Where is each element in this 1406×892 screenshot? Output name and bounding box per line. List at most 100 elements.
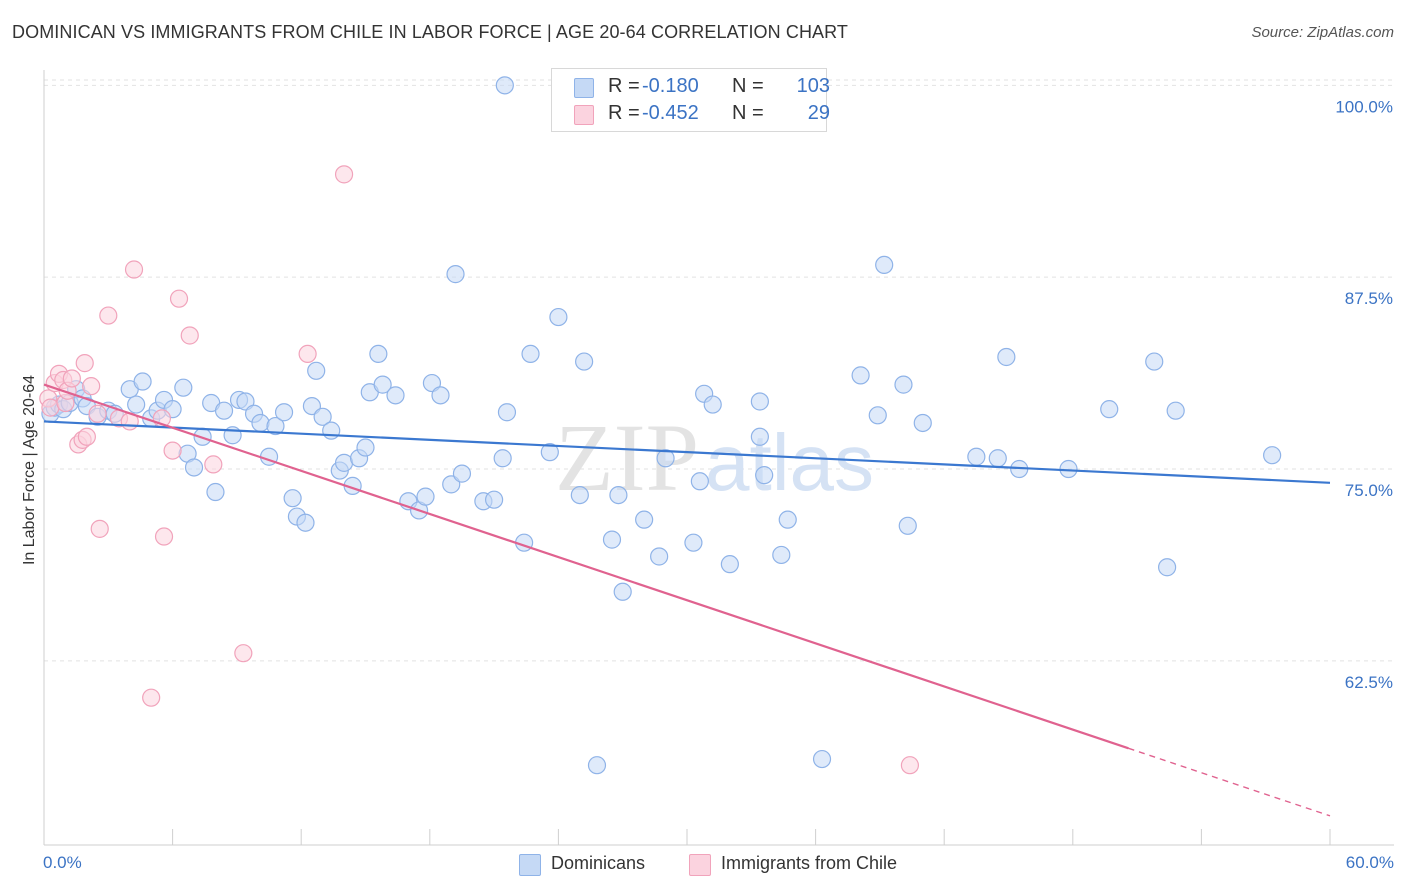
data-point [684, 533, 703, 552]
data-point [1263, 446, 1282, 465]
data-point [967, 447, 986, 466]
data-point [570, 485, 589, 505]
data-point [755, 466, 774, 485]
data-point [75, 354, 94, 373]
y-tick-label: 62.5% [1345, 673, 1393, 692]
data-point [493, 449, 512, 468]
data-point [495, 76, 514, 95]
data-point [77, 427, 96, 446]
x-tick-min: 0.0% [43, 853, 82, 872]
trend-line-chile [43, 383, 1129, 750]
data-point [274, 403, 294, 422]
legend-swatch-chile [574, 105, 594, 125]
r-value: -0.452 [642, 102, 699, 124]
data-point [90, 519, 109, 538]
data-point [251, 413, 270, 433]
data-point [334, 165, 354, 184]
data-point [416, 487, 435, 506]
data-point [99, 306, 118, 325]
chart-title: DOMINICAN VS IMMIGRANTS FROM CHILE IN LA… [12, 22, 849, 42]
data-point [549, 307, 568, 327]
data-point [875, 255, 894, 275]
data-point [184, 458, 204, 477]
data-point [446, 265, 465, 284]
data-point [154, 527, 174, 546]
data-point [898, 516, 917, 535]
data-point [750, 427, 769, 446]
data-point [142, 688, 161, 707]
data-point [635, 510, 654, 529]
data-point [442, 475, 461, 494]
r-label: R = [608, 102, 640, 124]
data-point [452, 464, 472, 483]
data-point [778, 510, 797, 529]
data-point [82, 377, 101, 396]
n-label: N = [732, 75, 764, 97]
data-point [812, 749, 832, 769]
data-point [296, 513, 315, 532]
n-value: 29 [807, 102, 830, 124]
data-point [266, 416, 285, 436]
data-point [521, 344, 540, 364]
data-point [575, 352, 594, 371]
data-point [988, 449, 1007, 468]
data-point [868, 406, 887, 425]
data-point [894, 375, 913, 394]
data-point [206, 482, 225, 502]
data-point [88, 404, 107, 423]
data-point [234, 644, 253, 663]
r-value: -0.180 [642, 75, 699, 97]
data-point [334, 453, 354, 472]
data-point [587, 756, 607, 775]
series-chile-points [39, 165, 920, 775]
gridlines [44, 79, 1394, 662]
data-point [322, 421, 341, 440]
data-point [750, 392, 769, 411]
data-point [650, 547, 669, 566]
data-point [62, 369, 81, 388]
data-point [772, 545, 791, 565]
axes [43, 70, 1394, 846]
data-point [900, 756, 920, 775]
data-point [720, 555, 739, 574]
x-tick-max: 60.0% [1345, 853, 1394, 872]
data-point [690, 472, 709, 491]
data-point [302, 396, 322, 416]
data-point [313, 407, 332, 426]
data-point [180, 326, 199, 345]
data-point [613, 582, 632, 601]
legend-label-chile: Immigrants from Chile [721, 853, 898, 873]
data-point [497, 403, 517, 422]
legend-swatch-dominicans [574, 78, 594, 98]
data-point [124, 260, 144, 279]
trend-line-chile-extension [1128, 747, 1331, 817]
data-points [39, 76, 1282, 775]
data-point [214, 401, 234, 420]
source-label: Source: ZipAtlas.com [1251, 24, 1394, 41]
y-tick-label: 87.5% [1345, 289, 1393, 308]
data-point [851, 366, 870, 385]
data-point [485, 490, 504, 509]
data-point [307, 361, 326, 380]
data-point [602, 530, 622, 549]
legend-swatch-dominicans [519, 854, 541, 876]
data-point [386, 386, 405, 405]
data-point [127, 395, 146, 414]
data-point [997, 347, 1016, 367]
n-label: N = [732, 102, 764, 124]
data-point [283, 489, 302, 508]
data-point [373, 375, 392, 394]
data-point [1100, 400, 1119, 419]
data-point [133, 372, 152, 391]
data-point [609, 485, 628, 505]
legend-swatch-chile [689, 854, 711, 876]
data-point [41, 398, 60, 417]
y-tick-labels: 62.5% 75.0% 87.5% 100.0% [1335, 97, 1393, 691]
y-tick-label: 75.0% [1345, 481, 1393, 500]
data-point [431, 386, 450, 405]
data-point [913, 413, 932, 433]
n-value: 103 [796, 75, 830, 97]
data-point [656, 449, 675, 468]
trend-lines [43, 383, 1331, 817]
data-point [369, 344, 388, 364]
